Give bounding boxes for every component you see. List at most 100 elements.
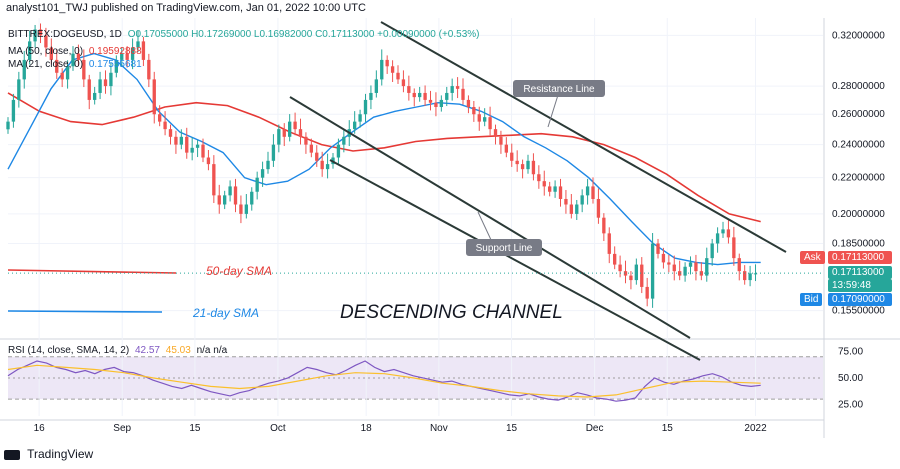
candle-body (325, 164, 330, 170)
candle-body (239, 204, 243, 214)
resistance-callout-box (513, 80, 605, 97)
rsi-na-values: n/a n/a (196, 345, 228, 356)
candle-body (515, 160, 519, 165)
candle-body (607, 233, 611, 254)
candle-body (228, 186, 232, 196)
candle-body (656, 243, 660, 254)
resistance-callout-text: Resistance Line (523, 84, 595, 95)
candle-body (650, 243, 655, 299)
candle-body (76, 53, 81, 60)
candle-body (390, 66, 395, 73)
candle-body (558, 186, 563, 199)
candle-body (493, 129, 498, 137)
candle-body (667, 262, 671, 265)
candle-body (732, 237, 736, 259)
rsi-sma-line (7, 364, 761, 398)
candle-body (60, 72, 64, 80)
price-tick-label: 0.22000000 (832, 173, 885, 184)
candle-body (55, 59, 59, 73)
candle-body (645, 286, 649, 299)
candle-body (520, 164, 525, 170)
resistance-line (380, 21, 787, 253)
candle-body (412, 92, 416, 98)
price-tick-label: 0.24000000 (832, 140, 885, 151)
candle-body (726, 229, 731, 238)
candle-body (147, 59, 151, 80)
publisher-line: analyst101_TWJ published on TradingView.… (6, 2, 366, 14)
time-tick-label: 15 (662, 423, 674, 434)
resistance-pointer (547, 94, 559, 128)
candle-body (255, 177, 259, 192)
candle-body (195, 144, 200, 148)
candle-body (6, 121, 10, 130)
candle-body (418, 92, 422, 98)
candle-body (602, 217, 606, 234)
ma21-line (7, 52, 761, 266)
time-tick-label: 15 (189, 423, 201, 434)
support-line (289, 96, 691, 339)
ma50-line (7, 92, 761, 223)
price-tick-label: 0.28000000 (832, 81, 885, 92)
candle-body (715, 233, 720, 244)
candle-body (694, 262, 698, 272)
candle-body (629, 275, 633, 281)
time-tick-label: 2022 (744, 423, 767, 434)
candle-body (44, 35, 48, 48)
candle-body (428, 99, 433, 103)
bid-label: Bid (800, 293, 823, 306)
candle-body (585, 186, 590, 196)
candle-body (531, 160, 536, 175)
sma50-key-line (7, 269, 177, 274)
candle-body (510, 152, 514, 161)
candle-body (22, 59, 26, 80)
candle-body (288, 121, 292, 137)
candle-body (223, 195, 227, 205)
candle-body (277, 129, 281, 145)
candle-body (699, 271, 704, 276)
candle-body (434, 102, 438, 108)
candle-body (82, 59, 86, 80)
ma21-value: 0.17555681 (88, 59, 142, 70)
candle-body (17, 79, 21, 100)
candle-body (618, 264, 622, 272)
candle-body (201, 144, 205, 158)
candle-body (28, 41, 32, 60)
candle-body (244, 204, 249, 214)
candle-body (336, 144, 341, 158)
candle-body (109, 72, 113, 87)
time-tick-label: Oct (270, 423, 286, 434)
bar-countdown: 13:59:48 (828, 279, 892, 292)
candle-body (65, 66, 70, 80)
time-tick-label: 15 (506, 423, 518, 434)
candle-body (569, 204, 574, 214)
candle-body (705, 258, 709, 276)
candle-body (672, 264, 676, 272)
candle-body (526, 160, 530, 170)
candle-body (748, 273, 752, 281)
time-tick-label: 16 (34, 423, 46, 434)
candle-body (168, 129, 173, 137)
candle-body (553, 186, 557, 192)
brand-name: TradingView (27, 447, 94, 461)
candle-body (87, 79, 91, 100)
candle-body (488, 117, 492, 130)
candle-body (120, 53, 124, 60)
candle-body (678, 271, 682, 276)
candle-body (710, 243, 714, 259)
price-tick-label: 0.20000000 (832, 209, 885, 220)
candle-body (217, 195, 221, 205)
candle-body (737, 258, 741, 272)
candle-body (11, 99, 16, 122)
candle-body (396, 72, 400, 80)
candle-body (293, 121, 297, 130)
rsi-line (7, 360, 761, 402)
candle-body (385, 59, 389, 67)
candle-body (472, 107, 476, 115)
candle-body (233, 186, 238, 205)
candle-body (439, 99, 444, 108)
sma50-key-label: 50-day SMA (206, 264, 272, 278)
tradingview-brand[interactable]: TradingView (4, 447, 93, 461)
rsi-label: RSI (14, close, SMA, 14, 2) (8, 345, 130, 356)
candle-body (98, 79, 102, 93)
channel-lower-line (329, 159, 701, 361)
